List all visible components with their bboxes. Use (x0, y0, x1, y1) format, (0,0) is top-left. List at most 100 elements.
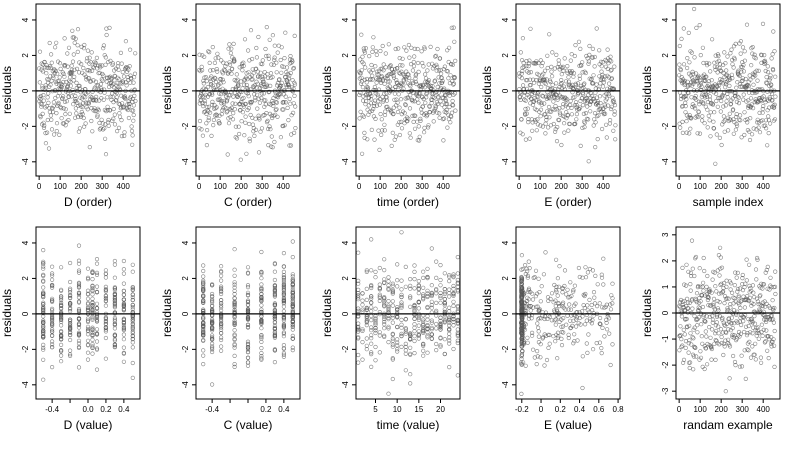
data-point (290, 290, 295, 295)
data-point (356, 352, 361, 358)
data-point (766, 114, 771, 119)
data-point (562, 130, 567, 135)
data-point (771, 320, 777, 325)
data-point (718, 109, 723, 114)
data-point (681, 26, 686, 31)
data-point (272, 335, 278, 340)
data-point (770, 67, 776, 73)
data-point (716, 53, 721, 59)
data-point (112, 301, 117, 306)
data-point (67, 337, 73, 343)
data-point (76, 333, 82, 338)
data-point (227, 69, 232, 74)
data-point (259, 351, 264, 356)
data-point (59, 105, 64, 111)
data-point (529, 333, 535, 338)
data-point (689, 50, 694, 55)
data-point (560, 64, 566, 69)
data-point (761, 103, 766, 109)
data-point (559, 77, 564, 83)
data-point (683, 100, 688, 105)
data-point (58, 287, 64, 292)
data-point (532, 275, 537, 280)
data-point (41, 357, 46, 362)
data-point (259, 91, 264, 96)
data-point (526, 289, 531, 294)
data-point (572, 283, 578, 288)
data-point (245, 324, 251, 330)
data-point (418, 116, 423, 121)
data-point (600, 325, 605, 331)
data-point (697, 266, 702, 271)
data-point (453, 58, 458, 64)
data-point (604, 302, 609, 307)
data-point (377, 265, 382, 271)
data-point (725, 95, 730, 100)
data-point (708, 134, 713, 139)
data-point (543, 131, 548, 136)
data-point (245, 345, 251, 350)
data-point (121, 281, 126, 286)
data-point (271, 62, 277, 67)
data-point (232, 59, 237, 64)
data-point (750, 320, 755, 325)
data-point (371, 106, 376, 112)
data-point (369, 350, 374, 355)
data-point (369, 62, 374, 68)
data-point (403, 96, 408, 101)
data-point (578, 143, 583, 148)
data-point (291, 65, 297, 71)
x-tick-label: 0.4 (278, 405, 290, 414)
x-tick-label: 0 (677, 182, 682, 191)
data-point (552, 129, 558, 134)
data-point (396, 87, 401, 92)
data-point (264, 25, 269, 30)
data-point (378, 77, 383, 83)
x-tick-label: 400 (437, 182, 451, 191)
data-point (594, 341, 599, 346)
data-point (112, 333, 117, 338)
data-point (597, 301, 602, 306)
data-point (536, 334, 542, 339)
data-point (118, 88, 123, 93)
data-point (582, 305, 587, 311)
data-point (85, 48, 90, 53)
data-point (281, 331, 287, 336)
data-point (723, 81, 729, 87)
data-point (677, 300, 683, 305)
data-point (245, 91, 250, 96)
data-point (712, 60, 717, 65)
y-axis-label: residuals (320, 289, 334, 337)
data-point (442, 318, 447, 323)
data-point (232, 320, 237, 325)
data-point (242, 133, 247, 138)
data-point (41, 302, 46, 307)
data-point (403, 102, 408, 107)
data-point (383, 109, 388, 114)
data-point (593, 273, 598, 279)
data-point (520, 83, 526, 88)
data-point (549, 69, 554, 74)
data-point (130, 142, 135, 147)
data-point (370, 77, 375, 82)
data-point (580, 60, 585, 65)
data-point (597, 94, 603, 99)
data-point (219, 337, 224, 343)
data-point (232, 301, 237, 306)
data-point (683, 316, 688, 322)
data-point (244, 71, 249, 76)
data-point (433, 53, 439, 58)
data-point (101, 43, 106, 48)
data-point (222, 68, 228, 73)
data-point (691, 327, 696, 332)
data-point (119, 134, 124, 139)
data-point (89, 50, 94, 55)
data-point (201, 323, 206, 328)
data-point (246, 70, 251, 75)
data-point (54, 110, 59, 116)
data-point (421, 353, 426, 358)
data-point (200, 133, 205, 138)
data-point (687, 323, 692, 328)
data-point (103, 152, 109, 157)
